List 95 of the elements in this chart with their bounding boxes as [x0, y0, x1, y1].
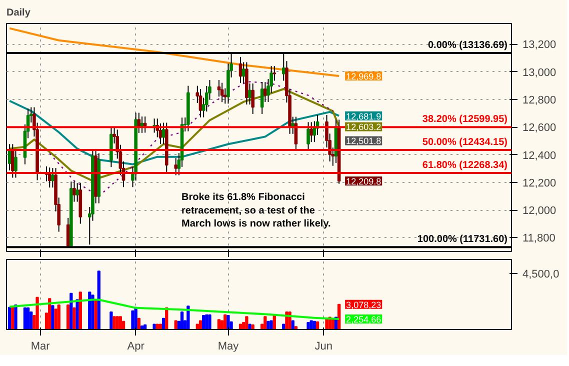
line-series [8, 88, 340, 182]
bar [264, 316, 267, 330]
bar [72, 307, 76, 330]
bar [88, 292, 92, 330]
y-tick-label: 12,800 [522, 94, 556, 106]
ref-line-label: 0.00% (13136.69) [428, 40, 508, 51]
candlestick [260, 82, 264, 115]
bar [11, 306, 14, 330]
bar [266, 320, 270, 330]
bar [162, 318, 166, 330]
candlestick [264, 82, 267, 102]
bar [205, 314, 208, 330]
data-label: 12,681.9 [346, 111, 382, 122]
bar [248, 324, 252, 330]
y-tick-label: 12,400 [522, 150, 556, 162]
bar [270, 320, 273, 330]
bar [312, 320, 316, 330]
ref-line-label: 61.80% (12268.34) [422, 160, 508, 171]
x-tick-label: Apr [127, 340, 145, 352]
bar [8, 306, 12, 330]
bar [131, 310, 134, 330]
candlestick [162, 122, 166, 145]
candlestick [251, 82, 254, 115]
bar [57, 304, 60, 330]
bar [198, 320, 202, 330]
candlestick [238, 56, 242, 84]
bar [316, 321, 320, 330]
candlestick [198, 88, 202, 118]
bar [112, 316, 116, 330]
bar [36, 296, 39, 330]
ref-line-label: 100.00% (11731.60) [417, 234, 508, 246]
candlestick [306, 122, 310, 152]
candlestick [174, 158, 178, 176]
bar [14, 304, 18, 330]
text: 4,500,0 [522, 268, 560, 280]
y-tick-label: 12,200 [522, 177, 556, 190]
bar [97, 270, 100, 330]
bar [76, 299, 79, 330]
bar [217, 319, 221, 330]
bar [226, 315, 230, 330]
candlestick [242, 62, 246, 84]
y-tick-label: 12,000 [522, 205, 556, 218]
y-tick-label: 13,000 [522, 66, 556, 79]
y-tick-label: 13,200 [522, 39, 556, 52]
candlestick [14, 150, 18, 178]
annotation: 12,501.8 [346, 136, 382, 146]
text: 12,209.8 [346, 176, 382, 187]
bar [118, 316, 122, 330]
bar [94, 300, 98, 330]
candlestick [72, 181, 76, 202]
bar [66, 304, 70, 330]
annotation: Broke its 61.8% Fibonacci retracement, so a test of the March lows is now rather likely. [182, 192, 332, 230]
candlestick [220, 82, 224, 103]
bar [174, 320, 178, 330]
bar [186, 306, 190, 330]
ref-line-label: 38.20% (12599.95) [422, 114, 508, 126]
bar [337, 304, 341, 330]
bar [137, 318, 140, 330]
bar [310, 320, 313, 330]
y-tick-label: 12,600 [522, 122, 556, 134]
candlestick [248, 82, 252, 105]
candlestick [76, 182, 79, 202]
x-tick-label: Mar [30, 340, 50, 352]
bar [180, 312, 184, 330]
candlestick [11, 144, 14, 178]
bar [245, 316, 248, 330]
bar [23, 307, 27, 330]
bar [208, 314, 212, 330]
y-tick-label: 11,800 [522, 232, 556, 245]
bar [110, 312, 113, 330]
bar [152, 324, 156, 330]
bar [54, 308, 58, 330]
bar [51, 305, 54, 330]
bar [30, 312, 33, 330]
data-label: 12,969.8 [346, 72, 382, 82]
candlestick [272, 66, 276, 82]
data-label: 12,603.2 [346, 122, 382, 132]
ref-line-label: 50.00% (12434.15) [422, 137, 508, 148]
bar [224, 314, 227, 330]
candlestick [310, 122, 313, 143]
line-series [8, 27, 340, 78]
chart-title: Daily [6, 8, 31, 18]
bar [306, 322, 310, 330]
candlestick [51, 168, 54, 188]
bar [202, 315, 206, 330]
candlestick [143, 116, 147, 134]
x-tick-label: May [218, 340, 240, 352]
bar [91, 294, 94, 330]
line-series [8, 100, 340, 166]
bar [116, 316, 119, 330]
annotation: 3,078,23 [346, 300, 382, 310]
annotation: 2,254,66 [346, 314, 382, 324]
candlestick [48, 166, 52, 188]
bar [291, 320, 294, 330]
x-tick-label: Jun [314, 340, 333, 352]
